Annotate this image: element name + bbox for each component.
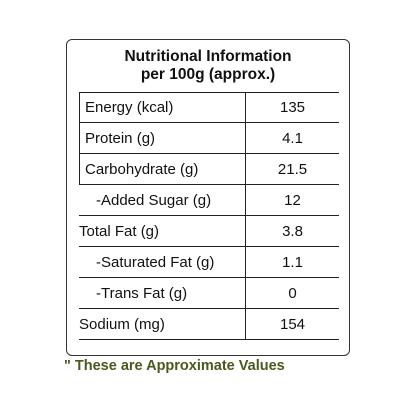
nutrition-table: Energy (kcal) 135 Protein (g) 4.1 Carboh… bbox=[79, 92, 339, 340]
row-value-total-fat: 3.8 bbox=[282, 222, 303, 240]
approximate-values-note: " These are Approximate Values bbox=[64, 358, 285, 374]
row-label-carbohydrate: Carbohydrate (g) bbox=[79, 154, 246, 184]
row-label-trans-fat: -Trans Fat (g) bbox=[79, 278, 246, 308]
table-row: Protein (g) 4.1 bbox=[79, 123, 339, 154]
title-line-2: per 100g (approx.) bbox=[140, 66, 276, 83]
table-row: Energy (kcal) 135 bbox=[79, 92, 339, 123]
table-row: -Trans Fat (g) 0 bbox=[79, 278, 339, 309]
title-line-1: Nutritional Information bbox=[124, 48, 292, 65]
row-label-sodium: Sodium (mg) bbox=[79, 309, 246, 339]
row-value-energy: 135 bbox=[279, 99, 306, 116]
table-row: Sodium (mg) 154 bbox=[79, 309, 339, 340]
row-label-added-sugar: -Added Sugar (g) bbox=[79, 185, 246, 215]
table-row: Carbohydrate (g) 21.5 bbox=[79, 154, 339, 185]
table-row: -Added Sugar (g) 12 bbox=[79, 185, 339, 216]
row-value-added-sugar: 12 bbox=[284, 191, 301, 209]
nutrition-card: Nutritional Information per 100g (approx… bbox=[66, 39, 350, 356]
row-label-protein: Protein (g) bbox=[79, 123, 246, 153]
row-value-protein: 4.1 bbox=[282, 129, 303, 147]
table-row: -Saturated Fat (g) 1.1 bbox=[79, 247, 339, 278]
row-label-total-fat: Total Fat (g) bbox=[79, 216, 246, 246]
row-value-carbohydrate: 21.5 bbox=[277, 160, 308, 178]
row-label-energy: Energy (kcal) bbox=[79, 93, 246, 122]
row-value-sodium: 154 bbox=[279, 315, 306, 333]
nutrition-title: Nutritional Information per 100g (approx… bbox=[67, 48, 349, 84]
table-row: Total Fat (g) 3.8 bbox=[79, 216, 339, 247]
row-value-trans-fat: 0 bbox=[288, 284, 297, 302]
row-value-saturated-fat: 1.1 bbox=[282, 253, 303, 271]
row-label-saturated-fat: -Saturated Fat (g) bbox=[79, 247, 246, 277]
